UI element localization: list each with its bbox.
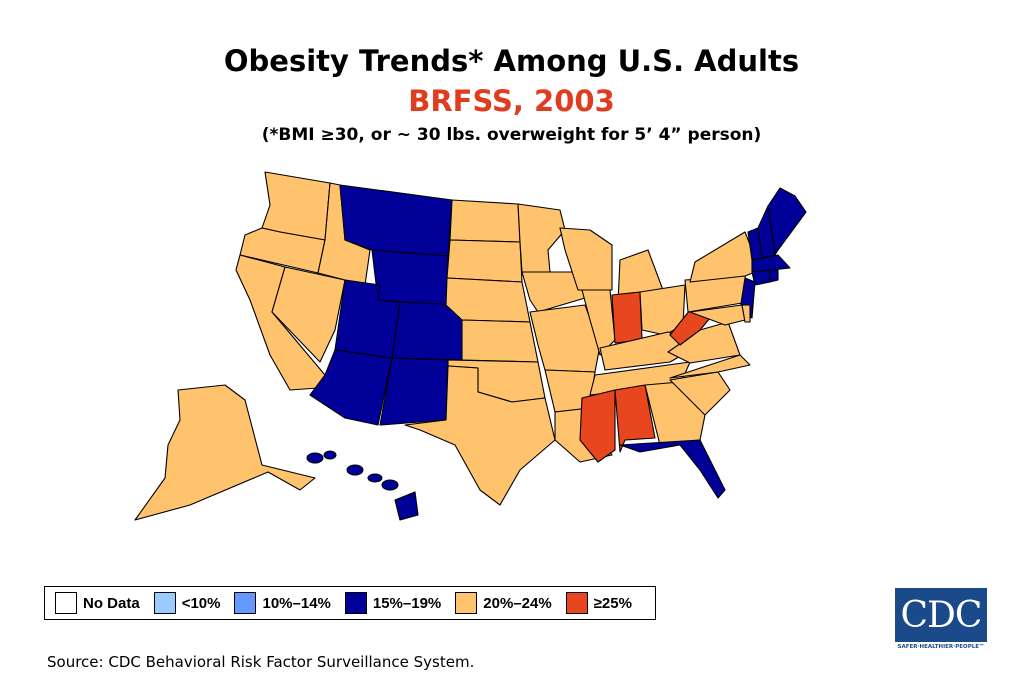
legend-label: 20%–24% bbox=[483, 594, 552, 612]
state-wisconsin bbox=[559, 227, 613, 291]
legend-swatch bbox=[153, 592, 176, 614]
state-iowa bbox=[521, 271, 586, 313]
source-note: Source: CDC Behavioral Risk Factor Surve… bbox=[47, 653, 475, 671]
legend-swatch bbox=[234, 592, 257, 614]
state-delaware bbox=[741, 304, 751, 323]
state-nebraska bbox=[445, 277, 531, 323]
state-west-virginia bbox=[669, 309, 711, 346]
map-title: Obesity Trends* Among U.S. Adults bbox=[223, 44, 800, 78]
legend-item: ≥25% bbox=[565, 592, 632, 614]
state-texas bbox=[404, 365, 556, 506]
state-hawaii-island bbox=[346, 464, 364, 476]
cdc-logo-text: CDC bbox=[900, 594, 983, 636]
state-minnesota bbox=[517, 203, 566, 273]
state-hawaii bbox=[394, 491, 419, 521]
cdc-logo: CDC bbox=[895, 588, 987, 642]
state-massachusetts bbox=[751, 254, 791, 273]
legend-label: 10%–14% bbox=[262, 594, 331, 612]
state-alaska bbox=[134, 384, 316, 521]
state-hawaii-island bbox=[306, 452, 324, 464]
legend-label: 15%–19% bbox=[372, 594, 442, 612]
cdc-tagline: SAFER·HEALTHIER·PEOPLE™ bbox=[897, 644, 985, 650]
state-florida bbox=[619, 439, 726, 499]
state-connecticut bbox=[751, 269, 771, 286]
state-kansas bbox=[461, 319, 539, 363]
legend-item: No Data bbox=[55, 592, 140, 614]
state-hawaii-island bbox=[381, 479, 399, 491]
state-arizona bbox=[309, 349, 393, 426]
state-mississippi bbox=[579, 389, 616, 463]
state-new-mexico bbox=[379, 357, 449, 426]
legend-item: <10% bbox=[153, 592, 221, 614]
legend-swatch bbox=[565, 592, 588, 614]
state-alabama bbox=[614, 384, 656, 453]
state-south-dakota bbox=[446, 239, 523, 283]
state-hawaii-island bbox=[323, 450, 337, 460]
legend-label: No Data bbox=[83, 594, 140, 612]
state-wyoming bbox=[371, 249, 449, 306]
state-indiana bbox=[611, 291, 643, 344]
legend-label: ≥25% bbox=[593, 594, 632, 612]
map-subtitle: BRFSS, 2003 bbox=[408, 84, 615, 118]
state-hawaii-island bbox=[367, 473, 383, 483]
state-rhode-island bbox=[769, 269, 779, 283]
legend-swatch bbox=[55, 592, 77, 614]
state-south-carolina bbox=[669, 371, 731, 416]
bmi-note: (*BMI ≥30, or ~ 30 lbs. overweight for 5… bbox=[261, 125, 762, 145]
legend-item: 15%–19% bbox=[344, 592, 442, 614]
legend-swatch bbox=[455, 592, 478, 614]
legend-item: 10%–14% bbox=[234, 592, 331, 614]
state-north-carolina bbox=[669, 354, 751, 379]
legend: No Data <10% 10%–14% 15%–19% 20%–24% ≥25% bbox=[44, 586, 656, 620]
legend-label: <10% bbox=[181, 594, 221, 612]
legend-item: 20%–24% bbox=[455, 592, 552, 614]
state-maine bbox=[767, 187, 807, 256]
state-north-dakota bbox=[449, 199, 521, 243]
legend-swatch bbox=[344, 592, 367, 614]
